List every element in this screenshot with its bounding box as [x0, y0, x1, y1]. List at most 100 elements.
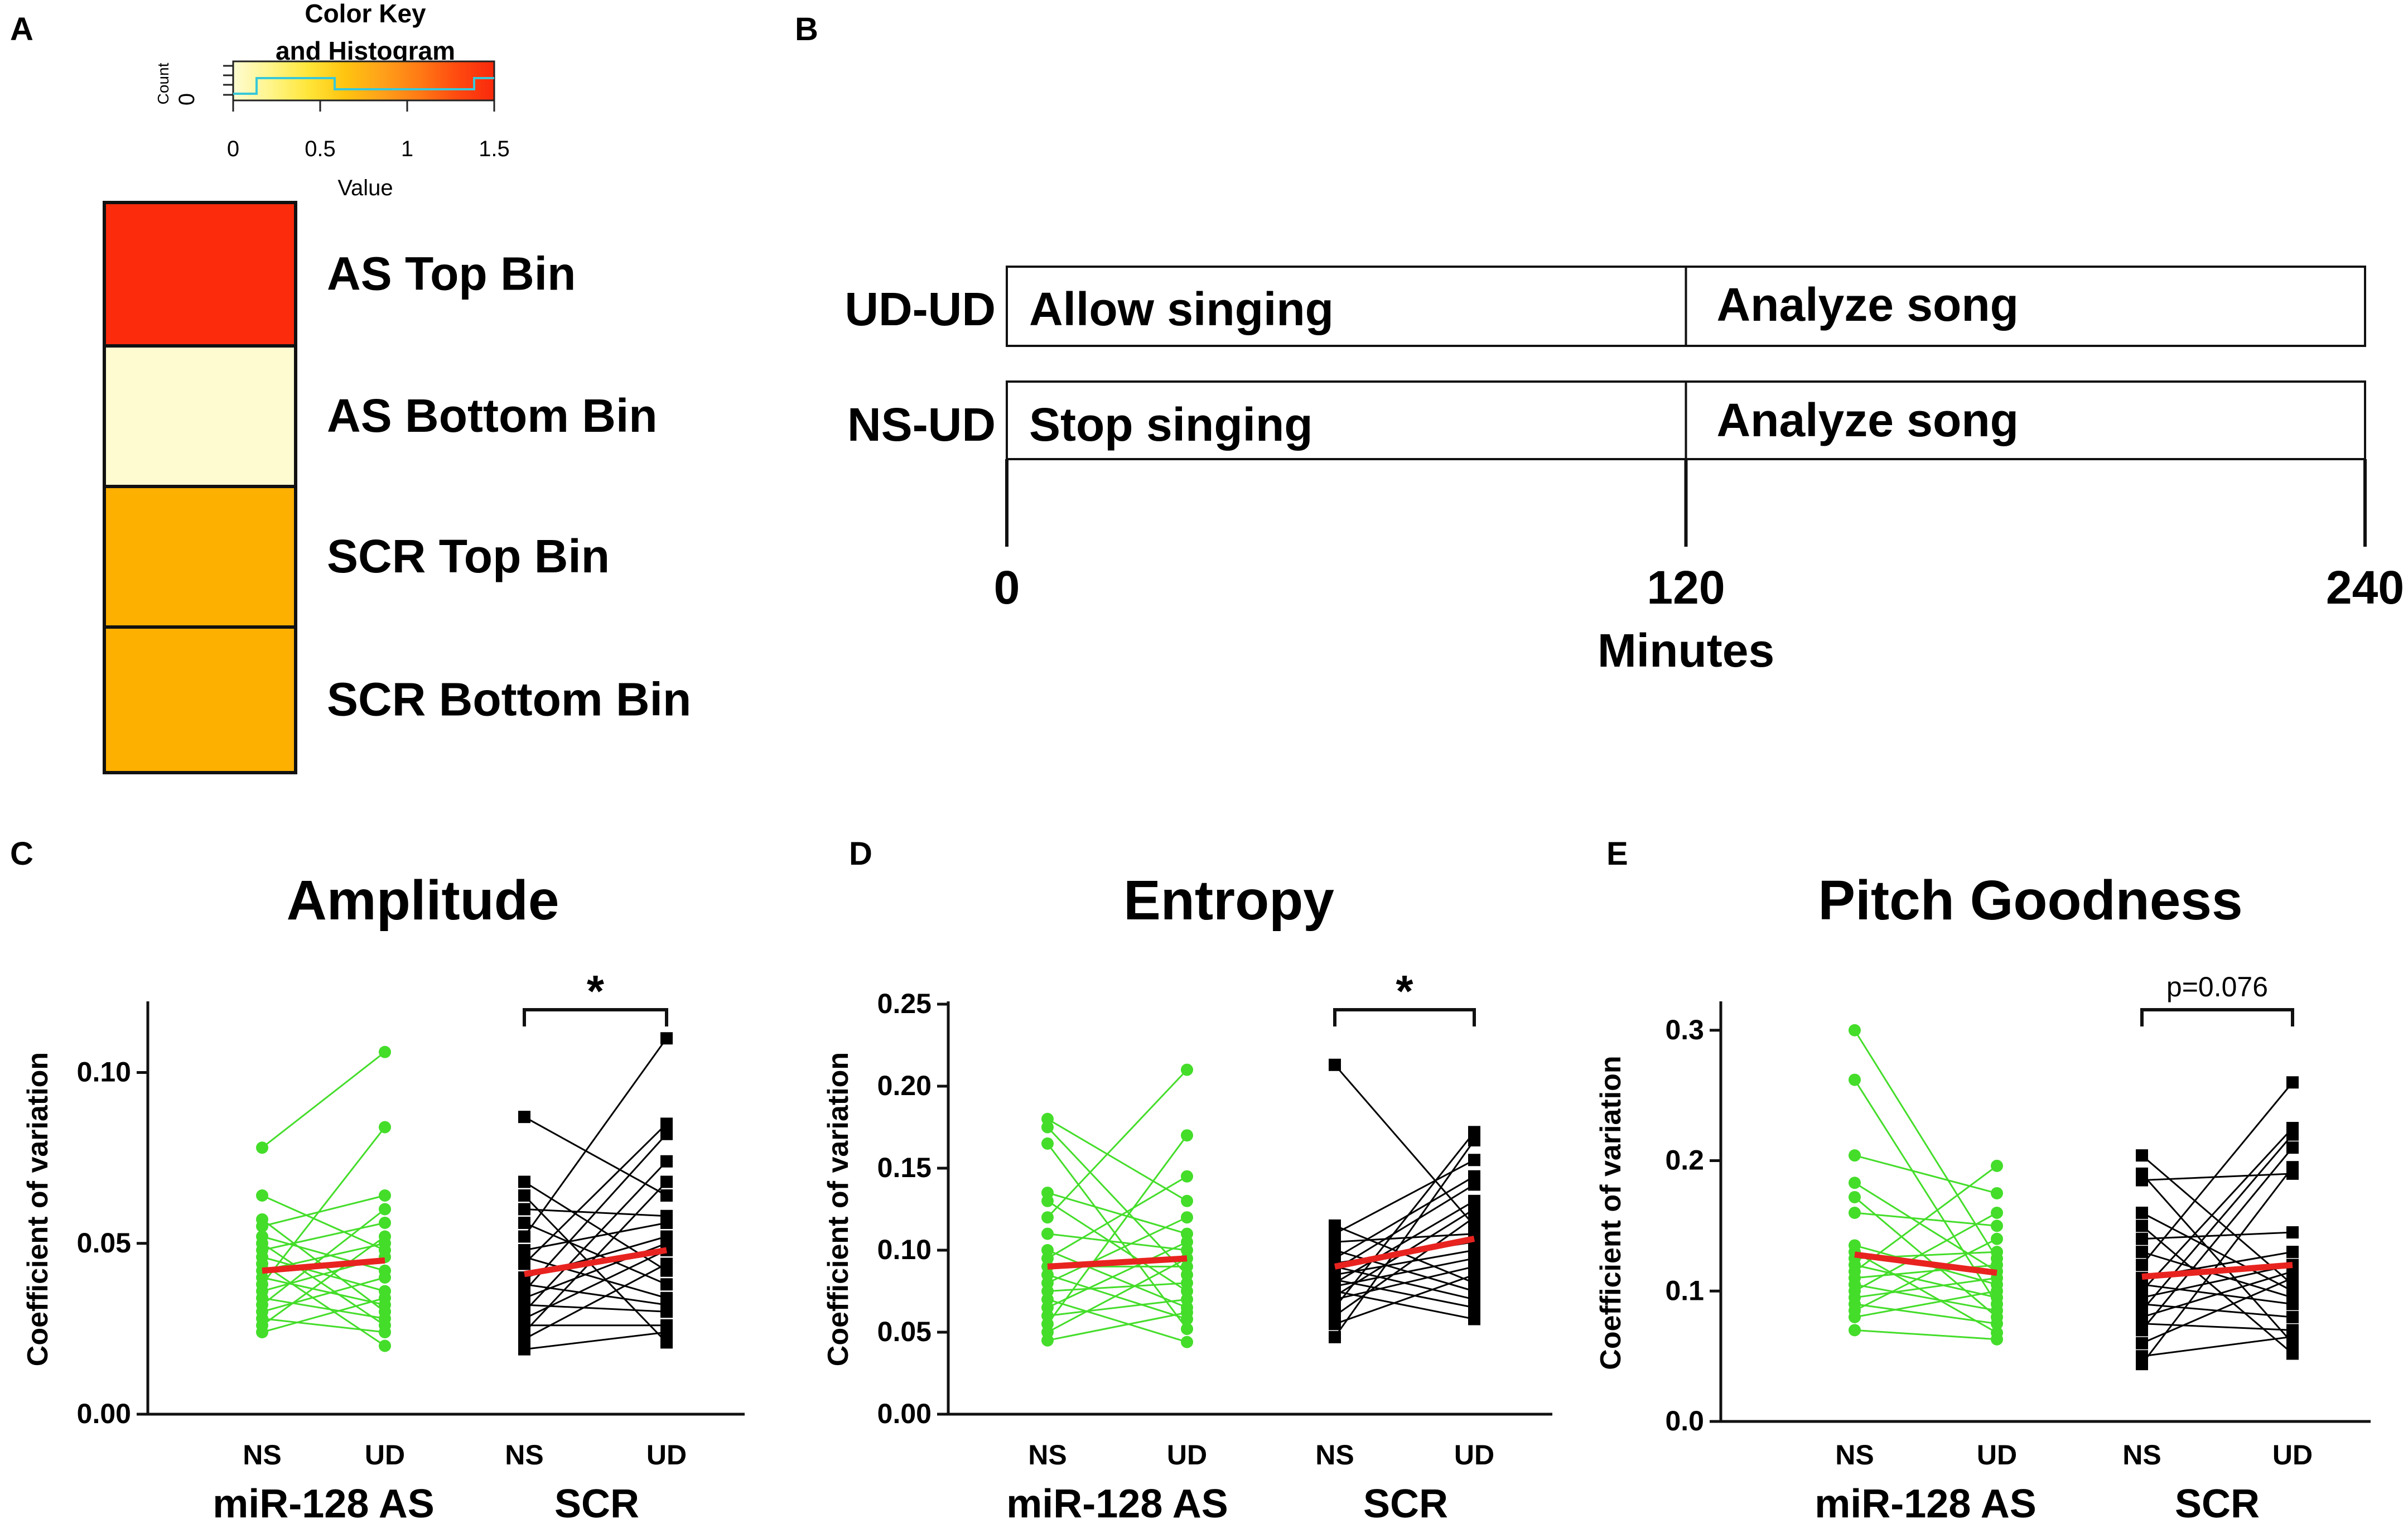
data-point: [379, 1189, 391, 1202]
heatmap-cell: [103, 485, 297, 629]
significance-bracket: [1333, 1008, 1476, 1026]
series-scr: [518, 1032, 673, 1356]
pair-line: [2141, 1231, 2293, 1240]
significance-label: p=0.076: [2166, 971, 2268, 1002]
significance-label: *: [587, 966, 605, 1016]
chart-title: Pitch Goodness: [1818, 869, 2242, 932]
data-point: [1991, 1187, 2003, 1199]
y-tick-label: 0.00: [877, 1398, 932, 1429]
pair-line: [1854, 1290, 1997, 1318]
mean-line: [1047, 1255, 1188, 1270]
pair-line: [523, 1194, 668, 1343]
timeline-tick-label: 240: [2326, 561, 2404, 614]
pair-line: [2141, 1323, 2293, 1331]
data-point: [518, 1230, 530, 1243]
pair-line: [2141, 1336, 2293, 1357]
color-key-histogram: [233, 77, 494, 95]
data-point: [1991, 1232, 2003, 1245]
mean-line: [524, 1247, 667, 1278]
chart-c: C Amplitude 0.00 0.05 0.10 Coefficient of var…: [10, 836, 745, 1526]
pair-line: [261, 1126, 386, 1285]
data-point: [379, 1121, 391, 1134]
data-point: [660, 1032, 673, 1045]
pair-line: [2141, 1212, 2293, 1292]
timeline-first-label: Stop singing: [1029, 398, 1313, 451]
heatmap-cell: [103, 344, 297, 488]
pair-line: [1047, 1200, 1188, 1292]
color-key-xlabel: Value: [337, 176, 393, 200]
data-point: [2286, 1226, 2299, 1239]
data-point: [1041, 1211, 1054, 1224]
color-key-tick-label: 1.5: [479, 137, 510, 161]
pair-line: [1334, 1249, 1475, 1292]
timeline-second-label: Analyze song: [1717, 278, 2019, 331]
y-tick-label: 0.10: [877, 1234, 932, 1265]
data-point: [1181, 1323, 1193, 1336]
series-scr: [1329, 1058, 1480, 1343]
data-point: [518, 1333, 530, 1346]
data-point: [1329, 1058, 1341, 1071]
significance-label: *: [1396, 966, 1413, 1016]
pair-line: [1854, 1329, 1997, 1341]
data-point: [2136, 1337, 2148, 1349]
data-point: [1181, 1211, 1193, 1224]
data-point: [1181, 1170, 1193, 1183]
pair-line: [2141, 1225, 2293, 1355]
panel-a: A Color Key and Histogram Count 0 0 0.5 1 1…: [10, 0, 691, 774]
data-point: [2136, 1324, 2148, 1337]
mean-line: [1854, 1251, 1997, 1276]
y-axis-label: Coefficient of variation: [1595, 1055, 1627, 1370]
pair-line: [262, 1297, 385, 1319]
pair-line: [1047, 1257, 1188, 1333]
panel-letter: C: [10, 836, 33, 872]
pair-line: [1047, 1312, 1188, 1342]
pair-line: [1047, 1282, 1188, 1292]
pair-line: [262, 1236, 385, 1326]
y-tick-label: 0.05: [877, 1316, 932, 1347]
panel-letter: D: [849, 836, 872, 872]
data-point: [660, 1336, 673, 1349]
pair-line: [1334, 1265, 1475, 1300]
data-point: [1468, 1178, 1480, 1191]
x-tick-label: NS: [505, 1439, 543, 1471]
pair-line: [524, 1331, 667, 1351]
data-point: [1041, 1334, 1054, 1347]
pair-line: [1047, 1241, 1188, 1309]
pair-line: [1854, 1165, 1997, 1272]
data-point: [1991, 1333, 2003, 1346]
pair-line: [2141, 1082, 2294, 1266]
data-point: [660, 1305, 673, 1318]
pair-line: [262, 1208, 385, 1306]
group-label: SCR: [2175, 1482, 2260, 1526]
color-key-count-zero: 0: [175, 93, 199, 105]
panel-letter: E: [1606, 836, 1628, 872]
data-point: [1329, 1318, 1341, 1331]
y-tick-label: 0.0: [1665, 1405, 1704, 1437]
data-point: [660, 1217, 673, 1229]
y-tick-label: 0.25: [877, 988, 932, 1019]
pair-line: [2141, 1147, 2294, 1331]
data-point: [660, 1155, 673, 1168]
pair-line: [1334, 1200, 1475, 1284]
pair-line: [1854, 1277, 1997, 1299]
x-tick-label: NS: [243, 1439, 281, 1471]
mean-line: [1334, 1236, 1475, 1270]
pair-line: [2141, 1167, 2294, 1365]
mean-line: [262, 1257, 385, 1274]
y-tick-label: 0.2: [1665, 1145, 1704, 1176]
pair-line: [1854, 1029, 1998, 1259]
data-point: [1468, 1313, 1480, 1325]
significance-bracket: [523, 1008, 668, 1026]
data-point: [2286, 1128, 2299, 1141]
data-point: [1991, 1207, 2003, 1219]
pair-line: [1334, 1290, 1475, 1320]
data-point: [1849, 1149, 1861, 1162]
group-label: miR-128 AS: [1815, 1482, 2036, 1526]
y-axis-label: Coefficient of variation: [822, 1052, 855, 1366]
pair-line: [2141, 1264, 2293, 1299]
pair-line: [2141, 1270, 2293, 1318]
data-point: [1041, 1227, 1054, 1240]
data-point: [1849, 1207, 1861, 1219]
data-point: [660, 1117, 673, 1130]
